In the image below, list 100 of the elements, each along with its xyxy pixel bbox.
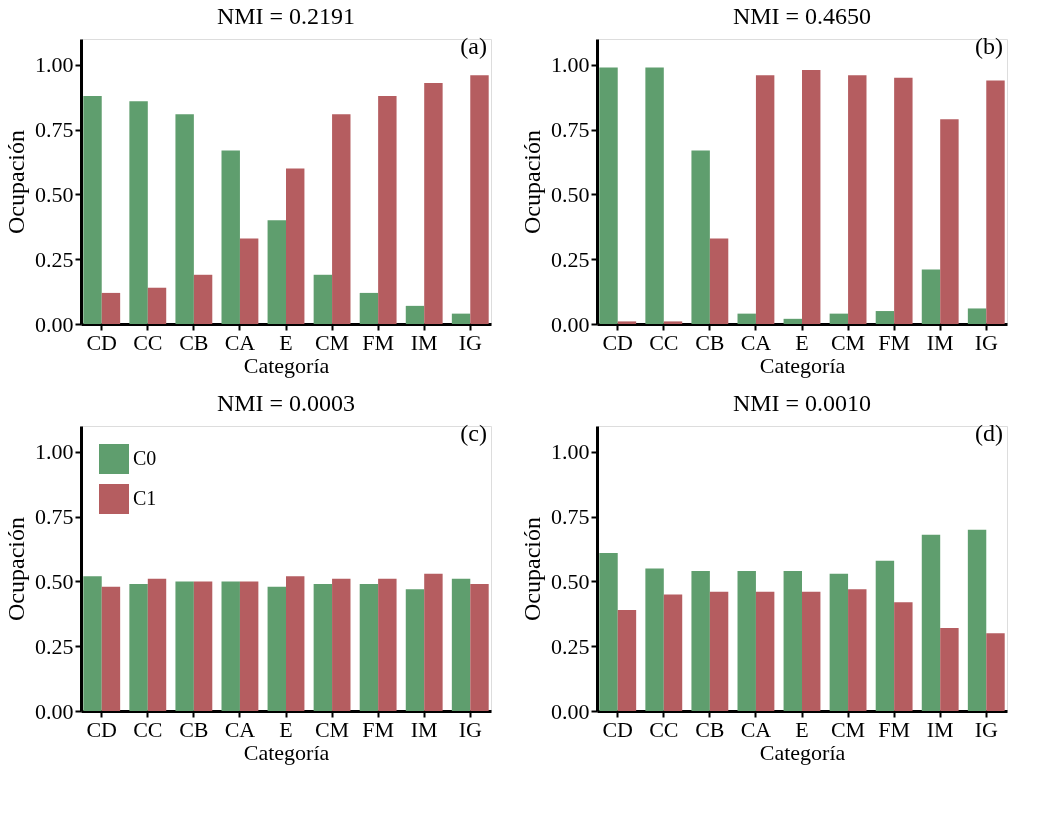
bar — [986, 80, 1005, 324]
bar — [663, 321, 683, 324]
bar — [286, 168, 305, 324]
x-tick-label: IG — [458, 716, 482, 742]
bar — [894, 602, 913, 711]
bar — [921, 534, 941, 711]
x-tick-label: CC — [133, 716, 163, 742]
x-tick-label: CA — [740, 329, 772, 355]
x-tick-label: CB — [179, 329, 209, 355]
y-axis-title: Ocupación — [519, 517, 545, 621]
x-tick-label: CC — [133, 329, 163, 355]
annotation: (b) — [975, 33, 1003, 59]
bar — [691, 150, 710, 324]
legend-label: C1 — [133, 487, 157, 509]
x-tick-label: CD — [86, 329, 118, 355]
bar — [737, 313, 756, 324]
x-tick-label: E — [279, 716, 293, 742]
bar — [967, 308, 987, 324]
bar — [829, 313, 849, 324]
bar — [663, 594, 683, 711]
bar — [848, 589, 867, 711]
x-axis-title: Categoría — [759, 352, 846, 378]
bar — [332, 114, 351, 324]
bar — [129, 101, 148, 324]
x-tick-label: CD — [86, 716, 118, 742]
bar — [239, 238, 259, 324]
y-tick-label: 0.25 — [551, 246, 590, 272]
x-axis-title: Categoría — [243, 739, 330, 765]
x-tick-label: IM — [926, 329, 954, 355]
x-tick-label: CC — [649, 329, 679, 355]
bar — [424, 83, 443, 324]
x-tick-label: CM — [830, 716, 866, 742]
y-tick-label: 0.00 — [551, 311, 590, 337]
y-axis-title: Ocupación — [3, 130, 29, 234]
legend-label: C0 — [133, 447, 157, 469]
x-tick-label: CD — [602, 716, 634, 742]
x-tick-label: IM — [410, 329, 438, 355]
x-tick-label: CD — [602, 329, 634, 355]
x-tick-label: E — [795, 329, 809, 355]
bar — [875, 560, 895, 711]
annotation: (a) — [460, 33, 487, 59]
y-tick-label: 0.75 — [35, 117, 74, 143]
y-tick-label: 0.50 — [35, 181, 74, 207]
x-tick-label: E — [279, 329, 293, 355]
bar — [755, 591, 775, 711]
bar — [405, 305, 425, 324]
bar — [599, 552, 618, 711]
bar — [921, 269, 941, 324]
x-tick-label: CM — [314, 329, 350, 355]
x-tick-label: E — [795, 716, 809, 742]
bar — [101, 292, 121, 324]
bar — [193, 274, 213, 324]
bar — [755, 75, 775, 324]
bar — [737, 571, 756, 711]
x-tick-label: CC — [649, 716, 679, 742]
x-tick-label: FM — [878, 716, 911, 742]
bar — [691, 571, 710, 711]
y-tick-label: 1.00 — [35, 439, 74, 465]
x-tick-label: FM — [878, 329, 911, 355]
y-tick-label: 0.25 — [551, 633, 590, 659]
chart-title: NMI = 0.4650 — [732, 3, 872, 29]
y-tick-label: 1.00 — [35, 52, 74, 78]
bar — [709, 591, 729, 711]
bar — [267, 220, 286, 324]
bar — [875, 311, 895, 324]
bar — [783, 571, 802, 711]
chart-title: NMI = 0.0003 — [216, 390, 356, 416]
annotation: (d) — [975, 420, 1003, 446]
x-tick-label: CB — [695, 716, 725, 742]
bar — [313, 274, 333, 324]
x-tick-label: CA — [224, 716, 256, 742]
y-tick-label: 0.75 — [35, 504, 74, 530]
x-tick-label: CB — [179, 716, 209, 742]
y-tick-label: 0.50 — [551, 568, 590, 594]
x-tick-label: CA — [740, 716, 772, 742]
x-tick-label: FM — [362, 329, 395, 355]
x-axis-title: Categoría — [243, 352, 330, 378]
y-tick-label: 0.25 — [35, 246, 74, 272]
y-axis-title: Ocupación — [519, 130, 545, 234]
bar — [451, 313, 471, 324]
x-tick-label: CB — [695, 329, 725, 355]
x-tick-label: CA — [224, 329, 256, 355]
y-tick-label: 0.00 — [35, 311, 74, 337]
x-tick-label: IG — [458, 329, 482, 355]
chart-title: NMI = 0.0010 — [732, 390, 872, 416]
bar — [83, 96, 102, 324]
bar — [894, 77, 913, 324]
y-tick-label: 0.25 — [35, 633, 74, 659]
bar — [470, 75, 489, 324]
x-tick-label: CM — [830, 329, 866, 355]
bar — [359, 292, 379, 324]
y-tick-label: 0.50 — [35, 568, 74, 594]
x-tick-label: IM — [410, 716, 438, 742]
bar — [802, 591, 821, 711]
bar — [617, 609, 637, 711]
annotation: (c) — [460, 420, 487, 446]
bar — [645, 67, 664, 324]
y-tick-label: 0.50 — [551, 181, 590, 207]
x-tick-label: IG — [974, 329, 998, 355]
bar — [175, 114, 194, 324]
